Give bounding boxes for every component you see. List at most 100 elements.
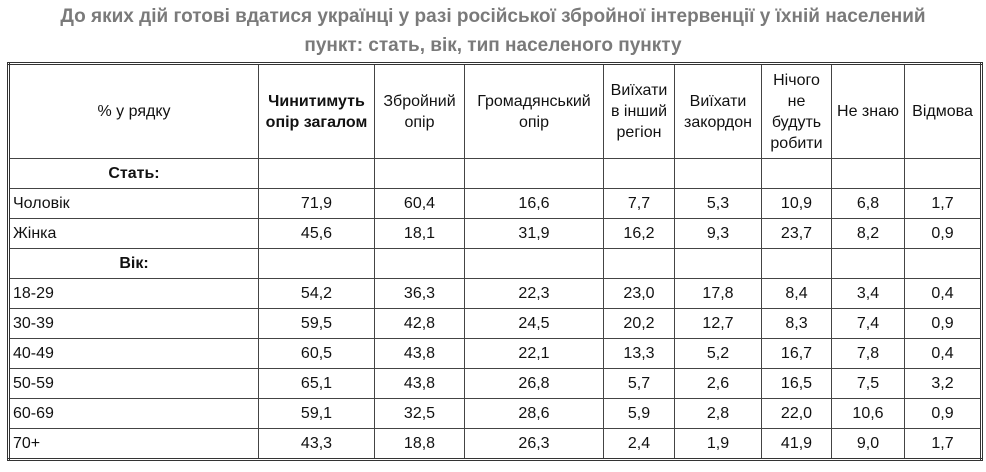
cell: 0,9 — [904, 218, 982, 249]
table-row: Чоловік 71,9 60,4 16,6 7,7 5,3 10,9 6,8 1,7 — [8, 188, 982, 219]
empty-cell — [761, 158, 832, 189]
column-header: Виїхати в інший регіон — [603, 63, 675, 159]
cell: 59,5 — [258, 308, 375, 339]
cell: 23,7 — [761, 218, 832, 249]
row-label: 30-39 — [8, 308, 259, 339]
cell: 7,7 — [603, 188, 675, 219]
cell: 24,5 — [464, 308, 604, 339]
cell: 7,8 — [831, 338, 905, 369]
row-label: 18-29 — [8, 278, 259, 309]
row-label: Чоловік — [8, 188, 259, 219]
empty-cell — [374, 248, 465, 279]
table-row: Вік: — [8, 248, 982, 279]
cell: 8,2 — [831, 218, 905, 249]
cell: 26,3 — [464, 428, 604, 460]
column-header: Чинитимуть опір загалом — [258, 63, 375, 159]
cell: 1,7 — [904, 428, 982, 460]
cell: 8,4 — [761, 278, 832, 309]
table-row: 60-69 59,1 32,5 28,6 5,9 2,8 22,0 10,6 0,9 — [8, 398, 982, 429]
cell: 43,3 — [258, 428, 375, 460]
cell: 28,6 — [464, 398, 604, 429]
empty-cell — [603, 158, 675, 189]
empty-cell — [674, 158, 762, 189]
cell: 16,7 — [761, 338, 832, 369]
row-label: 40-49 — [8, 338, 259, 369]
cell: 22,1 — [464, 338, 604, 369]
table-row: Жінка 45,6 18,1 31,9 16,2 9,3 23,7 8,2 0,9 — [8, 218, 982, 249]
title: До яких дій готові вдатися українці у ра… — [60, 6, 926, 56]
cell: 1,7 — [904, 188, 982, 219]
cell: 5,9 — [603, 398, 675, 429]
cell: 18,1 — [374, 218, 465, 249]
table-row: Стать: — [8, 158, 982, 189]
cell: 65,1 — [258, 368, 375, 399]
empty-cell — [904, 158, 982, 189]
section-label: Стать: — [8, 158, 259, 189]
cell: 59,1 — [258, 398, 375, 429]
cell: 22,0 — [761, 398, 832, 429]
cell: 5,2 — [674, 338, 762, 369]
cell: 0,9 — [904, 308, 982, 339]
cell: 26,8 — [464, 368, 604, 399]
empty-cell — [831, 158, 905, 189]
table-row: 30-39 59,5 42,8 24,5 20,2 12,7 8,3 7,4 0,9 — [8, 308, 982, 339]
cell: 0,9 — [904, 398, 982, 429]
table-row: 40-49 60,5 43,8 22,1 13,3 5,2 16,7 7,8 0,4 — [8, 338, 982, 369]
empty-cell — [674, 248, 762, 279]
cell: 3,4 — [831, 278, 905, 309]
cell: 0,4 — [904, 338, 982, 369]
cell: 45,6 — [258, 218, 375, 249]
cell: 5,3 — [674, 188, 762, 219]
cell: 23,0 — [603, 278, 675, 309]
cell: 71,9 — [258, 188, 375, 219]
column-header: Збройний опір — [374, 63, 465, 159]
cell: 43,8 — [374, 338, 465, 369]
cell: 3,2 — [904, 368, 982, 399]
row-label: 60-69 — [8, 398, 259, 429]
empty-cell — [374, 158, 465, 189]
cell: 10,9 — [761, 188, 832, 219]
cell: 22,3 — [464, 278, 604, 309]
empty-cell — [464, 158, 604, 189]
table-row: 70+ 43,3 18,8 26,3 2,4 1,9 41,9 9,0 1,7 — [8, 428, 982, 460]
empty-cell — [258, 158, 375, 189]
cell: 18,8 — [374, 428, 465, 460]
column-header: Виїхати закордон — [674, 63, 762, 159]
cell: 43,8 — [374, 368, 465, 399]
cell: 17,8 — [674, 278, 762, 309]
cell: 12,7 — [674, 308, 762, 339]
cell: 36,3 — [374, 278, 465, 309]
cell: 8,3 — [761, 308, 832, 339]
cell: 16,6 — [464, 188, 604, 219]
column-header: Відмова — [904, 63, 982, 159]
empty-cell — [464, 248, 604, 279]
cell: 41,9 — [761, 428, 832, 460]
cell: 7,5 — [831, 368, 905, 399]
header-row: % у рядку Чинитимуть опір загалом Збройний… — [8, 63, 982, 159]
cell: 6,8 — [831, 188, 905, 219]
cell: 32,5 — [374, 398, 465, 429]
column-header: Нічого не будуть робити — [761, 63, 832, 159]
cell: 9,3 — [674, 218, 762, 249]
column-header: % у рядку — [8, 63, 259, 159]
cell: 16,5 — [761, 368, 832, 399]
cell: 1,9 — [674, 428, 762, 460]
cell: 2,8 — [674, 398, 762, 429]
empty-cell — [258, 248, 375, 279]
cell: 5,7 — [603, 368, 675, 399]
cell: 42,8 — [374, 308, 465, 339]
cell: 60,5 — [258, 338, 375, 369]
cell: 7,4 — [831, 308, 905, 339]
cell: 54,2 — [258, 278, 375, 309]
cell: 2,4 — [603, 428, 675, 460]
section-label: Вік: — [8, 248, 259, 279]
cell: 10,6 — [831, 398, 905, 429]
cell: 0,4 — [904, 278, 982, 309]
data-table: % у рядку Чинитимуть опір загалом Збройний… — [7, 62, 983, 461]
empty-cell — [904, 248, 982, 279]
cell: 9,0 — [831, 428, 905, 460]
empty-cell — [761, 248, 832, 279]
empty-cell — [831, 248, 905, 279]
cell: 20,2 — [603, 308, 675, 339]
